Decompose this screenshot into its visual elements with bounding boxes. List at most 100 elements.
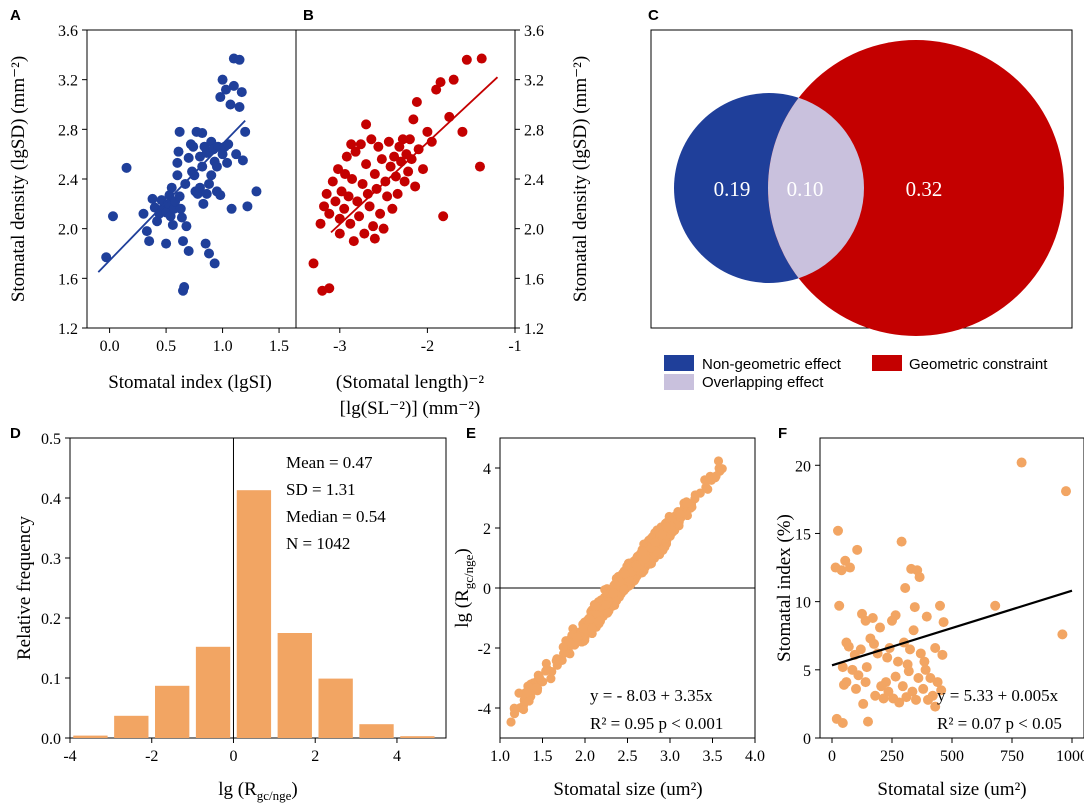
panel-d-xtick-label: -4: [63, 748, 76, 765]
panel-e-x-label: Stomatal size (um²): [553, 779, 702, 800]
panel-f-point: [833, 525, 843, 536]
panel-a-point: [172, 170, 183, 181]
panel-e-ytick-label: -2: [478, 641, 491, 658]
panel-a-point: [209, 258, 220, 269]
panel-e-point: [610, 579, 620, 589]
panel-b-point: [369, 169, 380, 180]
panel-a-point: [198, 198, 209, 209]
panel-e-point: [571, 632, 582, 642]
panel-a-point: [228, 80, 239, 91]
panel-b-point: [340, 169, 351, 180]
panel-a-point: [225, 99, 236, 110]
panel-b-point: [352, 196, 363, 207]
panel-a-point: [226, 203, 237, 214]
panel-b-point: [330, 196, 341, 207]
panel-b-point: [334, 228, 345, 239]
panel-f-point: [861, 662, 872, 673]
panel-b-xtick-label: -1: [508, 338, 521, 355]
panel-c-frame: [650, 29, 1073, 329]
panel-f-point: [869, 638, 879, 649]
panel-b-point: [383, 136, 394, 147]
panel-a: 1.2 1.6 2.0 2.4 2.8 3.2 3.6 0.0 0.5 1.0 1.5 Stoma…: [8, 23, 297, 393]
panel-b-x-label-units: [lg(SL⁻²)] (mm⁻²): [340, 398, 481, 419]
panel-e-point: [638, 546, 648, 556]
panel-f-point: [938, 617, 949, 628]
panel-b-point: [347, 174, 358, 184]
panel-d-y-ticks: 0.0 0.1 0.2 0.3 0.4 0.5: [41, 431, 70, 748]
panel-e-point: [509, 703, 519, 713]
panel-f-point: [935, 600, 945, 611]
panel-c: 0.19 0.10 0.32 Non-geometric effect Geom…: [650, 29, 1073, 391]
panel-b-ytick-label: 2.4: [524, 172, 544, 189]
panel-b-point: [350, 146, 361, 157]
stat-mean: Mean = 0.47: [286, 453, 373, 472]
panel-a-point: [174, 191, 185, 202]
panel-e-point: [546, 673, 556, 684]
panel-a-point: [222, 157, 233, 168]
panel-f-point: [930, 701, 941, 712]
panel-a-point: [107, 211, 118, 222]
panel-b-point: [373, 141, 384, 152]
panel-f-point: [920, 664, 931, 675]
panel-f-point: [911, 694, 921, 705]
panel-b-point: [336, 186, 347, 197]
panel-b-y-ticks: 1.2 1.6 2.0 2.4 2.8 3.2 3.6: [515, 23, 544, 338]
panel-e-point: [551, 656, 561, 666]
panel-f-point: [927, 690, 938, 701]
panel-b-point: [408, 114, 419, 125]
panel-f-xtick-label: 1000: [1056, 748, 1084, 765]
panel-f-point: [915, 648, 926, 659]
panel-b-point: [448, 74, 459, 85]
panel-a-point: [181, 221, 192, 232]
panel-e-point: [608, 588, 619, 598]
panel-d-ytick-label: 0.1: [41, 671, 61, 688]
panel-e-xtick-label: 2.0: [575, 748, 595, 765]
panel-a-x-ticks: 0.0 0.5 1.0 1.5: [100, 328, 289, 355]
panel-b-point: [394, 141, 405, 152]
panel-e-point: [559, 649, 569, 659]
panel-e-x-ticks: 1.0 1.5 2.0 2.5 3.0 3.5 4.0: [490, 738, 765, 765]
panel-d: 0.0 0.1 0.2 0.3 0.4 0.5 -4 -2 0 2 4 Mean = 0.47 S…: [14, 431, 447, 803]
panel-b-points: [308, 53, 487, 296]
panel-a-point: [147, 193, 158, 204]
panel-a-x-label: Stomatal index (lgSI): [108, 372, 272, 393]
panel-f-points: [830, 457, 1071, 728]
panel-d-ytick-label: 0.5: [41, 431, 61, 448]
panel-d-bar: [73, 735, 108, 738]
panel-a-point: [240, 126, 251, 137]
panel-f-ytick-label: 5: [803, 663, 811, 680]
panel-f-point: [919, 656, 930, 667]
stat-sd: SD = 1.31: [286, 480, 356, 499]
stat-n: N = 1042: [286, 534, 350, 553]
panel-b-point: [327, 176, 338, 187]
panel-a-fit-line: [97, 120, 246, 273]
panel-d-bar: [114, 715, 149, 738]
panel-a-ytick-label: 1.2: [58, 321, 78, 338]
panel-f-point: [930, 643, 941, 653]
panel-a-point: [206, 170, 217, 181]
panel-f-point: [837, 718, 848, 728]
panel-f-point: [841, 677, 852, 688]
panel-f-point: [1061, 486, 1071, 497]
panel-e-point: [522, 687, 532, 697]
legend-swatch-non-geometric: [664, 355, 694, 371]
panel-a-point: [204, 248, 215, 259]
panel-label-d: D: [10, 425, 21, 442]
panel-f-point: [893, 656, 903, 667]
panel-a-point: [197, 161, 208, 172]
panel-d-ytick-label: 0.2: [41, 611, 61, 628]
panel-f-point: [908, 625, 919, 636]
panel-f: 0 5 10 15 20 0 250 500 750 1000 y = 5.33 + 0.005…: [774, 437, 1084, 800]
panel-e-point: [675, 509, 685, 519]
panel-d-xtick-label: 4: [393, 748, 401, 765]
panel-a-point: [179, 282, 190, 293]
panel-a-ytick-label: 2.8: [58, 122, 78, 139]
panel-label-a: A: [10, 7, 21, 24]
panel-b-point: [422, 126, 433, 137]
panel-e-point: [661, 522, 672, 532]
panel-label-c: C: [648, 7, 659, 24]
panel-a-point: [215, 92, 226, 103]
panel-f-point: [905, 644, 915, 655]
panel-f-point: [990, 600, 1001, 611]
